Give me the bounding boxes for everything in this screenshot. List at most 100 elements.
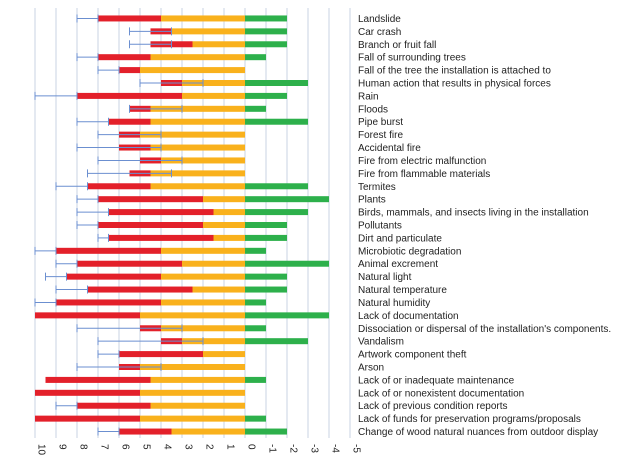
bar-red [77,92,182,99]
category-label: Artwork component theft [358,350,467,361]
bar-green [245,247,266,254]
bar-red [77,402,151,409]
bar-green [245,41,287,48]
bar-red [119,351,203,358]
bar-green [245,209,308,216]
bar-orange [140,67,245,74]
bar-green [245,28,287,35]
bar-orange [161,299,245,306]
bar-green [245,196,329,203]
bar-orange [161,15,245,22]
category-label: Animal excrement [358,259,438,270]
x-tick-label: 6 [120,444,131,450]
category-label: Arson [358,363,384,374]
x-axis: 10 9 8 7 6 5 4 3 2 1 0 -1 -2 -3 -4 -5 [36,444,362,456]
bar-green [245,428,287,435]
x-tick-label: 9 [57,444,68,450]
bar-red [87,286,193,293]
bar-orange [150,183,245,190]
bar-orange [161,157,245,164]
bar-orange [213,209,245,216]
bar-orange [182,80,245,86]
category-label: Lack of or nonexistent documentation [358,388,524,399]
bar-orange [171,28,245,35]
bar-orange [140,312,245,319]
category-label: Lack of previous condition reports [358,401,508,412]
bar-green [245,376,266,383]
category-label: Car crash [358,27,401,38]
category-label: Rain [358,91,379,102]
category-label: Fire from flammable materials [358,169,490,180]
bar-green [245,54,266,61]
bar-green [245,415,266,422]
bar-green [245,183,308,190]
x-tick-label: -1 [267,444,278,453]
bar-orange [192,286,245,293]
bar-orange [150,170,245,177]
bar-red [98,15,161,22]
bar-green [245,105,266,112]
bar-red [119,428,172,435]
bar-orange [140,131,245,138]
bar-orange [192,41,245,48]
bar-red [35,389,140,396]
bar-green [245,299,266,306]
category-label: Natural humidity [358,298,430,309]
bar-green [245,260,329,267]
x-tick-label: 3 [183,444,194,450]
category-label: Accidental fire [358,143,421,154]
category-label: Floods [358,104,388,115]
category-label: Natural light [358,272,412,283]
x-tick-label: 2 [204,444,215,450]
bar-green [245,222,287,228]
bar-green [245,118,308,125]
bar-orange [150,376,245,383]
bar-red [98,222,203,228]
category-label: Landslide [358,14,401,25]
category-label: Plants [358,195,386,206]
category-label: Fall of surrounding trees [358,53,466,64]
category-label: Fall of the tree the installation is att… [358,66,551,77]
x-tick-label: -4 [330,444,341,453]
bar-green [245,234,287,241]
bar-green [245,338,308,345]
category-label: Human action that results in physical fo… [358,79,551,90]
bar-red [98,196,203,203]
x-tick-label: -2 [288,444,299,453]
bar-red [98,54,151,61]
bar-red [108,234,214,241]
bar-orange [150,402,245,409]
x-tick-label: 5 [141,444,152,450]
bar-red [56,247,161,254]
category-label: Lack of funds for preservation programs/… [358,414,581,425]
category-label: Pollutants [358,221,402,232]
bar-red [87,183,151,190]
x-tick-label: 7 [99,444,110,450]
bar-green [245,92,287,99]
category-label: Termites [358,182,396,193]
x-tick-label: 4 [162,444,173,450]
bar-orange [182,92,245,99]
bar-green [245,286,287,293]
x-tick-label: -5 [351,444,362,453]
category-label: Dissociation or dispersal of the install… [358,324,611,335]
bar-green [245,80,308,86]
x-tick-label: 1 [225,444,236,450]
category-label: Lack of documentation [358,311,459,322]
category-label: Lack of or inadequate maintenance [358,375,515,386]
bar-orange [203,222,245,228]
category-label: Change of wood natural nuances from outd… [358,427,598,438]
bar-red [119,67,140,74]
bar-red [35,415,140,422]
x-tick-label: 0 [246,444,257,450]
bar-green [245,312,329,319]
bar-orange [171,428,245,435]
bar-orange [213,234,245,241]
bar-green [245,15,287,22]
bar-red [35,312,140,319]
category-label: Microbiotic degradation [358,246,461,257]
bar-orange [182,338,245,345]
error-bars-group [34,14,204,436]
x-tick-label: 10 [36,444,47,456]
